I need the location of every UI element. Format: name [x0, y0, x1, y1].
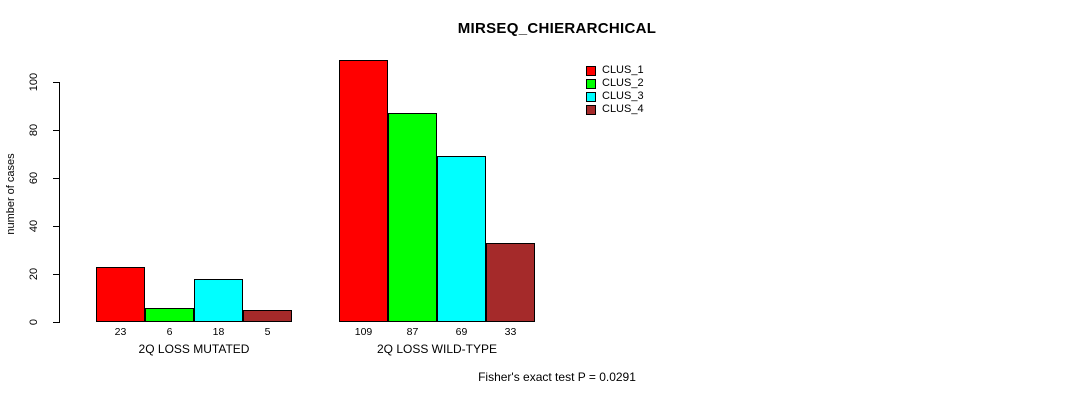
legend-row: CLUS_3: [586, 90, 644, 103]
bar-value-label: 87: [406, 326, 419, 338]
y-tick: [53, 130, 60, 131]
bar-value-label: 5: [264, 326, 271, 338]
x-category-label: 2Q LOSS MUTATED: [138, 342, 250, 356]
legend-swatch-clus_3: [586, 91, 596, 102]
y-tick-label: 40: [28, 219, 40, 233]
y-axis-line: [59, 82, 60, 323]
bar-value-label: 69: [455, 326, 468, 338]
bar-clus_1-group1: [96, 267, 145, 322]
legend-swatch-clus_2: [586, 78, 596, 89]
bar-clus_4-group1: [243, 310, 292, 322]
x-category-label: 2Q LOSS WILD-TYPE: [376, 342, 498, 356]
y-tick-label: 20: [28, 267, 40, 281]
y-tick: [53, 178, 60, 179]
legend: CLUS_1 CLUS_2 CLUS_3 CLUS_4: [586, 64, 644, 116]
legend-label: CLUS_3: [602, 90, 644, 102]
legend-label: CLUS_2: [602, 77, 644, 89]
bar-value-label: 23: [114, 326, 127, 338]
annotation-text: Fisher's exact test P = 0.0291: [478, 370, 636, 384]
legend-label: CLUS_1: [602, 64, 644, 76]
bar-clus_2-group2: [388, 113, 437, 322]
y-tick: [53, 82, 60, 83]
legend-row: CLUS_4: [586, 103, 644, 116]
bar-clus_3-group2: [437, 156, 486, 322]
legend-swatch-clus_1: [586, 65, 596, 76]
y-tick-label: 80: [28, 123, 40, 137]
legend-label: CLUS_4: [602, 103, 644, 115]
bar-clus_2-group1: [145, 308, 194, 322]
bar-clus_1-group2: [339, 60, 388, 322]
bar-value-label: 18: [212, 326, 225, 338]
y-tick: [53, 274, 60, 275]
bar-value-label: 6: [166, 326, 173, 338]
legend-swatch-clus_4: [586, 104, 596, 115]
bar-clus_4-group2: [486, 243, 535, 322]
chart-title: MIRSEQ_CHIERARCHICAL: [457, 20, 657, 37]
legend-row: CLUS_2: [586, 77, 644, 90]
y-axis-label: number of cases: [5, 153, 17, 235]
y-tick-label: 100: [28, 72, 40, 92]
y-tick: [53, 226, 60, 227]
bar-value-label: 109: [354, 326, 373, 338]
y-tick: [53, 322, 60, 323]
y-tick-label: 60: [28, 171, 40, 185]
bar-value-label: 33: [504, 326, 517, 338]
y-tick-label: 0: [28, 318, 40, 326]
bar-clus_3-group1: [194, 279, 243, 322]
legend-row: CLUS_1: [586, 64, 644, 77]
